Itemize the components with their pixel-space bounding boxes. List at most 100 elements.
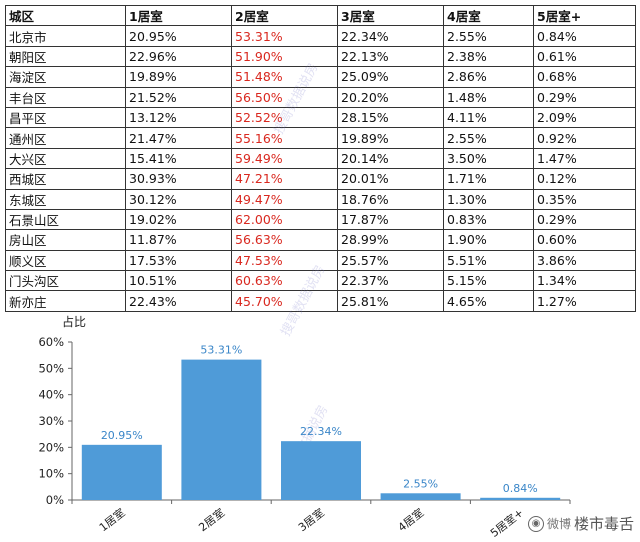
district-cell: 门头沟区 [5, 270, 126, 292]
table-row: 丰台区 21.52% 56.50% 20.20% 1.48% 0.29% [5, 86, 636, 108]
table-row: 顺义区 17.53% 47.53% 25.57% 5.51% 3.86% [5, 249, 636, 272]
table-row: 通州区 21.47% 55.16% 19.89% 2.55% 0.92% [5, 127, 636, 149]
share-cell: 5.51% [443, 249, 534, 272]
x-axis-ticks: 1居室 2居室 3居室 4居室 5居室+ [71, 500, 571, 540]
share-cell: 0.83% [443, 208, 534, 231]
column-header: 2居室 [231, 4, 338, 27]
y-tick-label: 0% [46, 493, 64, 507]
share-cell: 60.63% [231, 270, 338, 292]
y-tick-label: 50% [38, 361, 64, 375]
district-cell: 大兴区 [5, 147, 126, 170]
table-row: 门头沟区 10.51% 60.63% 22.37% 5.15% 1.34% [5, 270, 636, 292]
share-cell: 2.86% [443, 66, 534, 88]
column-header: 3居室 [337, 4, 444, 27]
bar [480, 497, 561, 500]
share-cell: 25.57% [337, 249, 444, 272]
weibo-logo-icon: ◉ [527, 515, 544, 532]
share-cell: 3.86% [533, 249, 636, 272]
table-row: 北京市 20.95% 53.31% 22.34% 2.55% 0.84% [5, 25, 636, 47]
share-cell: 0.12% [533, 168, 636, 190]
table-row: 房山区 11.87% 56.63% 28.99% 1.90% 0.60% [5, 229, 636, 251]
share-cell: 19.89% [125, 66, 232, 88]
district-cell: 海淀区 [5, 66, 126, 88]
share-cell: 2.55% [443, 127, 534, 149]
share-cell: 49.47% [231, 188, 338, 210]
district-cell: 西城区 [5, 168, 126, 190]
share-cell: 53.31% [231, 25, 338, 47]
share-cell: 0.84% [533, 25, 636, 47]
share-cell: 59.49% [231, 147, 338, 170]
column-header: 城区 [5, 4, 126, 27]
table-row: 新亦庄 22.43% 45.70% 25.81% 4.65% 1.27% [5, 290, 636, 312]
share-cell: 1.90% [443, 229, 534, 251]
platform-label: 微博 [546, 517, 571, 531]
district-cell: 丰台区 [5, 86, 126, 108]
publisher-name: 楼市毒舌 [573, 515, 634, 533]
column-header: 1居室 [125, 4, 232, 27]
share-cell: 28.99% [337, 229, 444, 251]
district-table: 城区 1居室 2居室 3居室 4居室 5居室+ 北京市 20.95% 53.31% 22.34%… [5, 4, 636, 312]
share-cell: 17.87% [337, 208, 444, 231]
x-tick-label: 5居室+ [487, 505, 526, 540]
share-cell: 0.29% [533, 208, 636, 231]
district-cell: 石景山区 [5, 208, 126, 231]
bar [380, 493, 461, 500]
table-row: 海淀区 19.89% 51.48% 25.09% 2.86% 0.68% [5, 66, 636, 88]
share-cell: 20.01% [337, 168, 444, 190]
y-axis-ticks: 0% 10% 20% 30% 40% 50% 60% [38, 335, 72, 507]
share-cell: 15.41% [125, 147, 232, 170]
y-tick-label: 30% [38, 414, 64, 428]
table-body: 北京市 20.95% 53.31% 22.34% 2.55% 0.84% 朝阳区 22.96%… [5, 25, 636, 312]
bars [81, 359, 561, 500]
district-cell: 新亦庄 [5, 290, 126, 312]
share-cell: 19.89% [337, 127, 444, 149]
column-header: 5居室+ [533, 4, 636, 27]
x-tick-label: 1居室 [96, 505, 127, 534]
share-cell: 1.27% [533, 290, 636, 312]
share-cell: 2.55% [443, 25, 534, 47]
share-cell: 22.96% [125, 45, 232, 68]
share-cell: 45.70% [231, 290, 338, 312]
bar-value-label: 20.95% [101, 429, 143, 442]
share-cell: 28.15% [337, 106, 444, 129]
bar-value-label: 22.34% [300, 425, 342, 438]
district-cell: 顺义区 [5, 249, 126, 272]
bar-data-labels: 20.95% 53.31% 22.34% 2.55% 0.84% [101, 344, 538, 495]
table-row: 东城区 30.12% 49.47% 18.76% 1.30% 0.35% [5, 188, 636, 210]
share-cell: 0.61% [533, 45, 636, 68]
share-cell: 56.50% [231, 86, 338, 108]
share-cell: 51.48% [231, 66, 338, 88]
share-cell: 19.02% [125, 208, 232, 231]
share-cell: 17.53% [125, 249, 232, 272]
share-cell: 52.52% [231, 106, 338, 129]
share-cell: 1.30% [443, 188, 534, 210]
share-cell: 30.93% [125, 168, 232, 190]
column-header: 4居室 [443, 4, 534, 27]
share-cell: 1.48% [443, 86, 534, 108]
share-cell: 30.12% [125, 188, 232, 210]
share-cell: 20.95% [125, 25, 232, 47]
y-tick-label: 20% [38, 440, 64, 454]
table-header-row: 城区 1居室 2居室 3居室 4居室 5居室+ [5, 4, 636, 27]
share-cell: 56.63% [231, 229, 338, 251]
table-row: 石景山区 19.02% 62.00% 17.87% 0.83% 0.29% [5, 208, 636, 231]
share-cell: 3.50% [443, 147, 534, 170]
publisher-logo: ◉ 微博 楼市毒舌 [527, 513, 634, 534]
share-cell: 1.47% [533, 147, 636, 170]
district-cell: 房山区 [5, 229, 126, 251]
y-tick-label: 40% [38, 388, 64, 402]
y-axis-label: 占比 [62, 314, 86, 329]
district-cell: 东城区 [5, 188, 126, 210]
share-cell: 5.15% [443, 270, 534, 292]
district-cell: 朝阳区 [5, 45, 126, 68]
table-row: 朝阳区 22.96% 51.90% 22.13% 2.38% 0.61% [5, 45, 636, 68]
share-cell: 25.09% [337, 66, 444, 88]
share-cell: 0.68% [533, 66, 636, 88]
share-cell: 22.34% [337, 25, 444, 47]
share-cell: 55.16% [231, 127, 338, 149]
share-cell: 47.21% [231, 168, 338, 190]
share-cell: 0.60% [533, 229, 636, 251]
share-cell: 21.47% [125, 127, 232, 149]
bar [81, 444, 162, 500]
share-cell: 10.51% [125, 270, 232, 292]
